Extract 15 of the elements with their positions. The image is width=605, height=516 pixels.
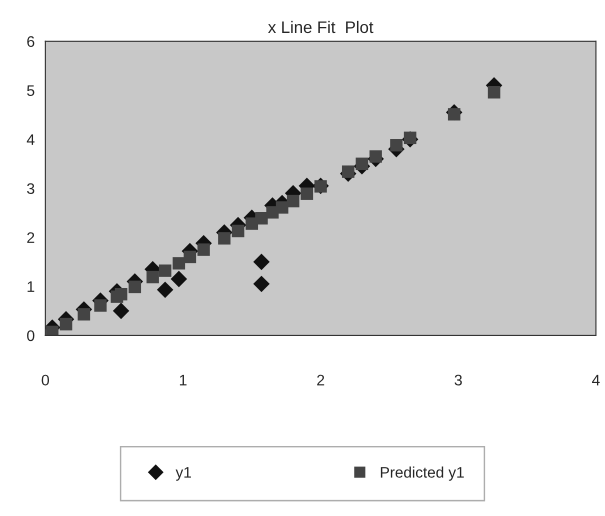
legend-label: y1 <box>176 467 191 481</box>
y-tick-label: 2 <box>27 232 34 243</box>
x-tick-label: 1 <box>180 374 187 386</box>
x-tick-label: 2 <box>317 374 324 386</box>
y-tick-label: 5 <box>27 85 34 96</box>
x-tick-label: 3 <box>454 374 462 386</box>
y-tick-label: 0 <box>27 330 34 342</box>
y-tick-label: 1 <box>28 281 34 292</box>
y-tick-label: 6 <box>27 36 34 47</box>
y-tick-label: 4 <box>26 134 35 145</box>
x-tick-label: 0 <box>42 374 50 386</box>
chart-title: x Line Fit Plot <box>268 20 374 34</box>
y-tick-label: 3 <box>27 183 34 194</box>
legend-label: Predicted y1 <box>380 466 464 481</box>
x-tick-label: 4 <box>592 374 600 386</box>
